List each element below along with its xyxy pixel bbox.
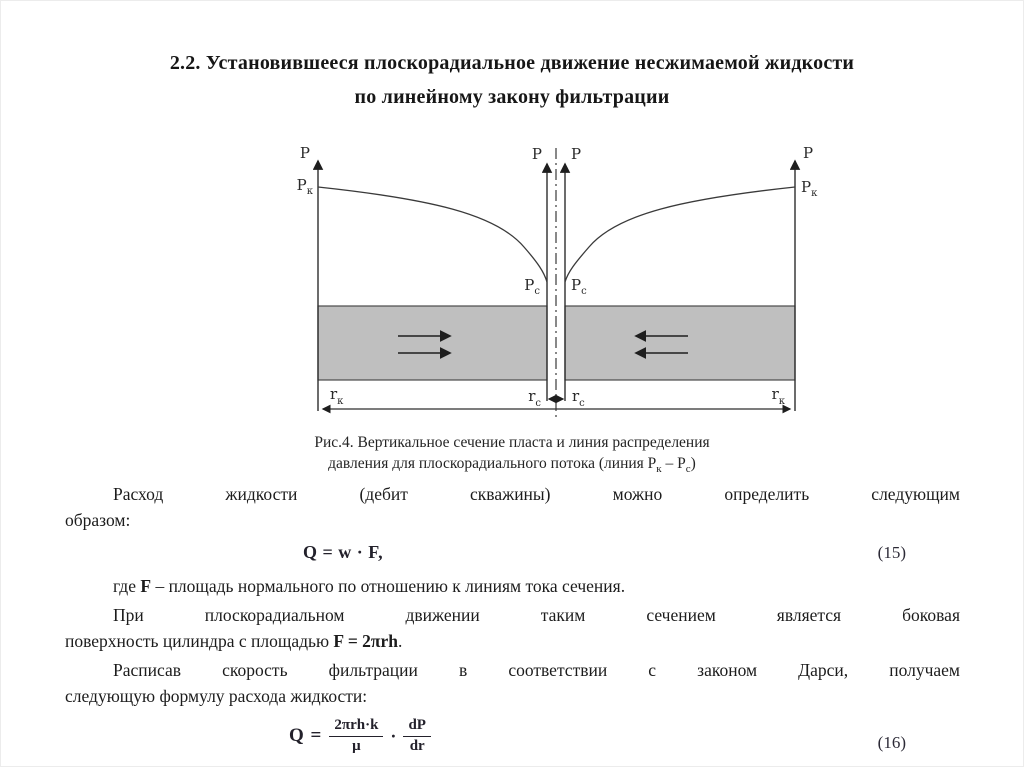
paragraph3-line1: Расписав скорость фильтрации в соответст… — [113, 660, 960, 680]
where-line: где F – площадь нормального по отношению… — [113, 576, 626, 596]
figure-caption: Рис.4. Вертикальное сечение пласта и лин… — [64, 432, 960, 480]
equation-15-number: (15) — [877, 543, 906, 562]
equation-15: Q = w · F, (15) — [65, 538, 960, 570]
fraction-darcy: 2πrh·k μ — [329, 717, 384, 755]
caption-line-1: Рис.4. Вертикальное сечение пласта и лин… — [314, 434, 710, 451]
pressure-curve-left — [317, 186, 548, 283]
caption-line-2: давления для плоскорадиального потока (л… — [328, 455, 696, 476]
title-line-1: 2.2. Установившееся плоскорадиальное дви… — [169, 52, 855, 74]
equation-16: Q = 2πrh·k μ · dP dr (16) — [65, 716, 960, 770]
label-rc-left: rс — [528, 387, 541, 409]
equation-16-lhs: Q = — [289, 725, 323, 747]
symbol-F: F — [140, 576, 152, 596]
label-pk-right: Pк — [801, 178, 818, 199]
reservoir-band-left — [317, 305, 548, 381]
label-rk-left: rк — [330, 385, 344, 407]
multiplication-dot: · — [390, 726, 397, 747]
equation-16-number: (16) — [877, 733, 906, 752]
equation-15-expression: Q = w · F, — [303, 542, 384, 562]
label-rk-right: rк — [772, 385, 786, 407]
paragraph1-line1: Расход жидкости (дебит скважины) можно о… — [113, 484, 960, 504]
reservoir-band-right — [564, 305, 796, 381]
label-pc-right: Pс — [571, 276, 587, 297]
label-p-left-axis: P — [300, 144, 310, 162]
paragraph2-line1: При плоскорадиальном движении таким сече… — [113, 605, 960, 625]
label-pc-left: Pс — [524, 276, 540, 297]
label-pk-left: Pк — [297, 176, 314, 197]
pressure-curve-right — [564, 186, 796, 283]
inline-formula-area: F = 2πrh — [333, 631, 399, 651]
label-rc-right: rс — [572, 387, 585, 409]
paragraph1-line2: образом: — [65, 510, 131, 530]
equation-16-expression: Q = 2πrh·k μ · dP dr — [289, 717, 431, 755]
label-p-right-axis: P — [803, 144, 813, 162]
body-text: Расход жидкости (дебит скважины) можно о… — [65, 481, 960, 770]
title-line-2: по линейному закону фильтрации — [354, 86, 670, 108]
figure-reservoir-cross-section: P Pк P P Pс Pс P Pк rк rс rс rк — [297, 144, 818, 421]
page-title: 2.2. Установившееся плоскорадиальное дви… — [64, 46, 960, 114]
label-p-well-left: P — [532, 145, 542, 163]
label-p-well-right: P — [571, 145, 581, 163]
paragraph3-line2: следующую формулу расхода жидкости: — [65, 686, 368, 706]
fraction-gradient: dP dr — [403, 717, 431, 755]
paragraph2-line2: поверхность цилиндра с площадью F = 2πrh… — [65, 631, 403, 651]
